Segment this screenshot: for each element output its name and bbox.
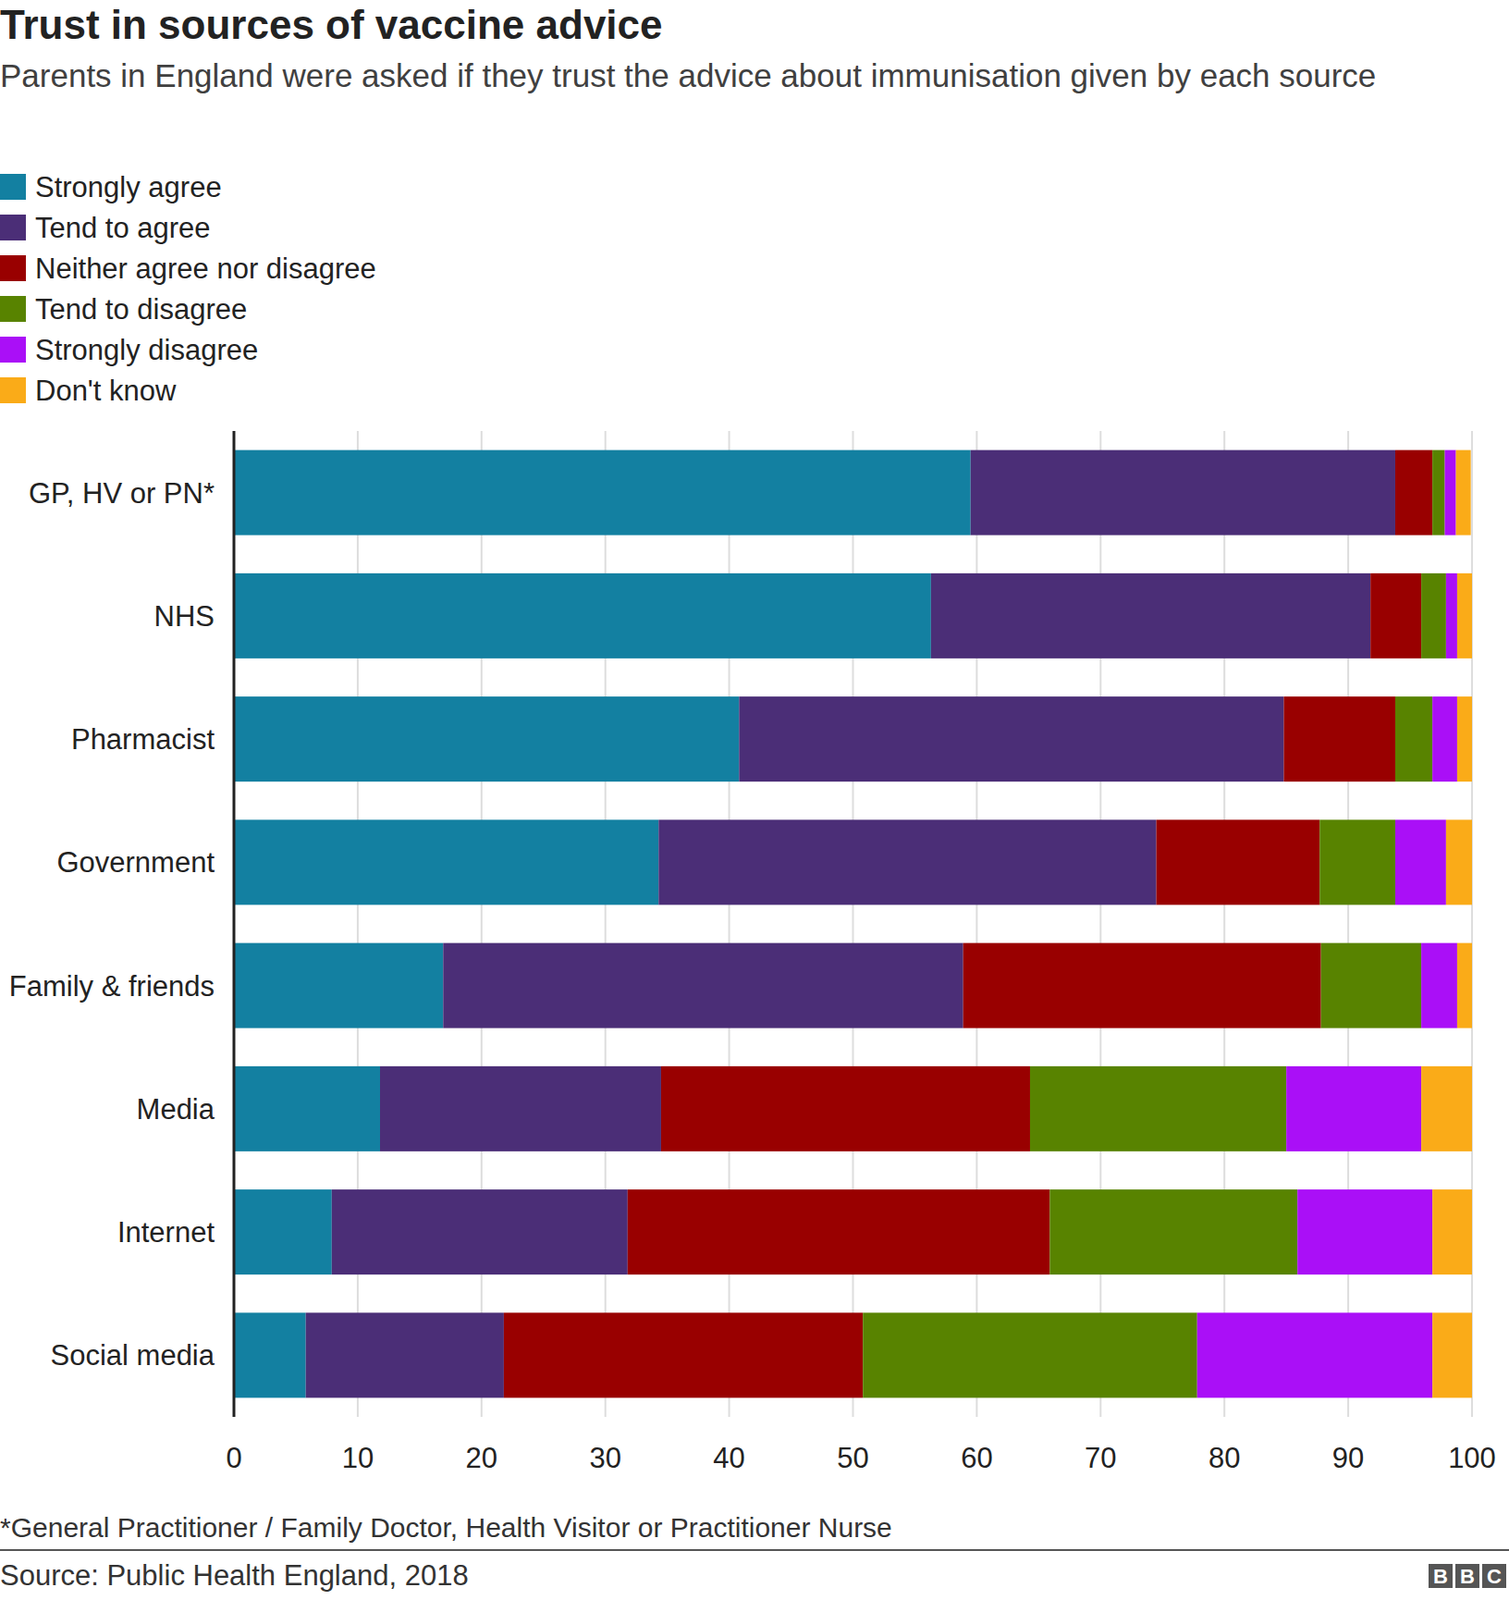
logo-letter: B: [1459, 1564, 1475, 1588]
logo-box: [1455, 1563, 1480, 1588]
bar-segment: [1432, 1312, 1473, 1398]
tick-label: 0: [225, 1441, 242, 1474]
bar-segment: [963, 943, 1322, 1029]
bar-segment: [1395, 450, 1433, 536]
bar-segment: [1457, 696, 1473, 782]
logo-box: [1482, 1563, 1507, 1588]
divider: [0, 1548, 1509, 1551]
tick-label: 70: [1084, 1441, 1117, 1474]
bar-segment: [661, 1066, 1031, 1152]
tick-label: 30: [588, 1441, 621, 1474]
logo-box: [1428, 1563, 1453, 1588]
legend-label: Don't know: [35, 374, 177, 407]
bars: [233, 450, 1473, 1399]
bar-segment: [1432, 1189, 1473, 1275]
legend-label: Strongly agree: [35, 171, 222, 204]
tick-label: 60: [960, 1441, 993, 1474]
legend-swatch: [0, 173, 26, 200]
bar-segment: [1421, 943, 1458, 1029]
bar-segment: [1049, 1189, 1298, 1275]
tick-label: 90: [1332, 1441, 1364, 1474]
legend-swatch: [0, 255, 26, 282]
logo: BBC: [1428, 1563, 1507, 1588]
bar-segment: [1432, 450, 1445, 536]
legend: Strongly agree Tend to agree Neither agree…: [0, 171, 377, 407]
bar-segment: [233, 1066, 381, 1152]
bar-segment: [738, 696, 1284, 782]
bar-segment: [1319, 819, 1396, 905]
category-label: Internet: [117, 1215, 216, 1249]
bar-segment: [1297, 1189, 1433, 1275]
bar-segment: [1421, 573, 1447, 659]
bar-segment: [1457, 943, 1473, 1029]
title: Trust in sources of vaccine advice: [0, 1, 663, 48]
bar-segment: [233, 1189, 332, 1275]
bar-segment: [380, 1066, 662, 1152]
category-label: Pharmacist: [71, 723, 215, 756]
legend-swatch: [0, 214, 26, 241]
bar-segment: [1421, 1066, 1473, 1152]
logo-letter: B: [1433, 1564, 1448, 1588]
bar-segment: [1197, 1312, 1433, 1398]
bar-segment: [1321, 943, 1422, 1029]
category-label: Family & friends: [9, 969, 215, 1003]
logo-letter: C: [1486, 1564, 1502, 1588]
bar-segment: [233, 819, 659, 905]
legend-label: Tend to disagree: [35, 293, 247, 326]
bar-segment: [233, 573, 932, 659]
bar-segment: [503, 1312, 863, 1398]
bar-segment: [306, 1312, 504, 1398]
tick-label: 50: [836, 1441, 869, 1474]
bar-segment: [1283, 696, 1396, 782]
legend-label: Neither agree nor disagree: [35, 252, 377, 285]
axis-line: [233, 430, 236, 1417]
bar-segment: [931, 573, 1371, 659]
bar-segment: [627, 1189, 1051, 1275]
tick-label: 20: [466, 1441, 498, 1474]
category-label: GP, HV or PN*: [28, 477, 215, 510]
tick-label: 10: [342, 1441, 374, 1474]
bar-segment: [331, 1189, 628, 1275]
bar-segment: [1395, 696, 1433, 782]
subtitle: Parents in England were asked if they tr…: [0, 57, 1376, 94]
bar-segment: [233, 1312, 307, 1398]
legend-label: Strongly disagree: [35, 333, 258, 367]
tick-label: 40: [712, 1441, 745, 1474]
bar-segment: [970, 450, 1396, 536]
bar-segment: [1030, 1066, 1287, 1152]
bar-segment: [233, 450, 971, 536]
legend-swatch: [0, 377, 26, 404]
bar-segment: [1457, 573, 1473, 659]
bar-segment: [1156, 819, 1321, 905]
category-label: Government: [56, 846, 215, 879]
bar-segment: [1446, 573, 1458, 659]
bar-segment: [658, 819, 1156, 905]
footnote: *General Practitioner / Family Doctor, H…: [0, 1511, 893, 1543]
bar-segment: [442, 943, 963, 1029]
bar-segment: [233, 696, 739, 782]
x-axis: 0 10 20 30 40 50 60 70 80 90 100: [225, 1441, 1496, 1474]
category-label: Social media: [50, 1338, 216, 1372]
bar-segment: [862, 1312, 1198, 1398]
chart: Trust in sources of vaccine advice Parent…: [0, 0, 1509, 1600]
bar-segment: [1395, 819, 1447, 905]
tick-label: 80: [1208, 1441, 1240, 1474]
legend-swatch: [0, 295, 26, 322]
bar-segment: [1446, 819, 1473, 905]
category-label: NHS: [154, 600, 215, 633]
category-label: Media: [136, 1092, 216, 1126]
legend-label: Tend to agree: [35, 211, 211, 245]
legend-swatch: [0, 336, 26, 363]
bar-segment: [1370, 573, 1422, 659]
bar-segment: [1432, 696, 1458, 782]
bar-segment: [1445, 450, 1457, 536]
source: Source: Public Health England, 2018: [0, 1558, 469, 1592]
bar-segment: [1286, 1066, 1422, 1152]
bar-segment: [1456, 450, 1472, 536]
tick-label: 100: [1447, 1441, 1497, 1474]
bar-segment: [233, 943, 443, 1029]
